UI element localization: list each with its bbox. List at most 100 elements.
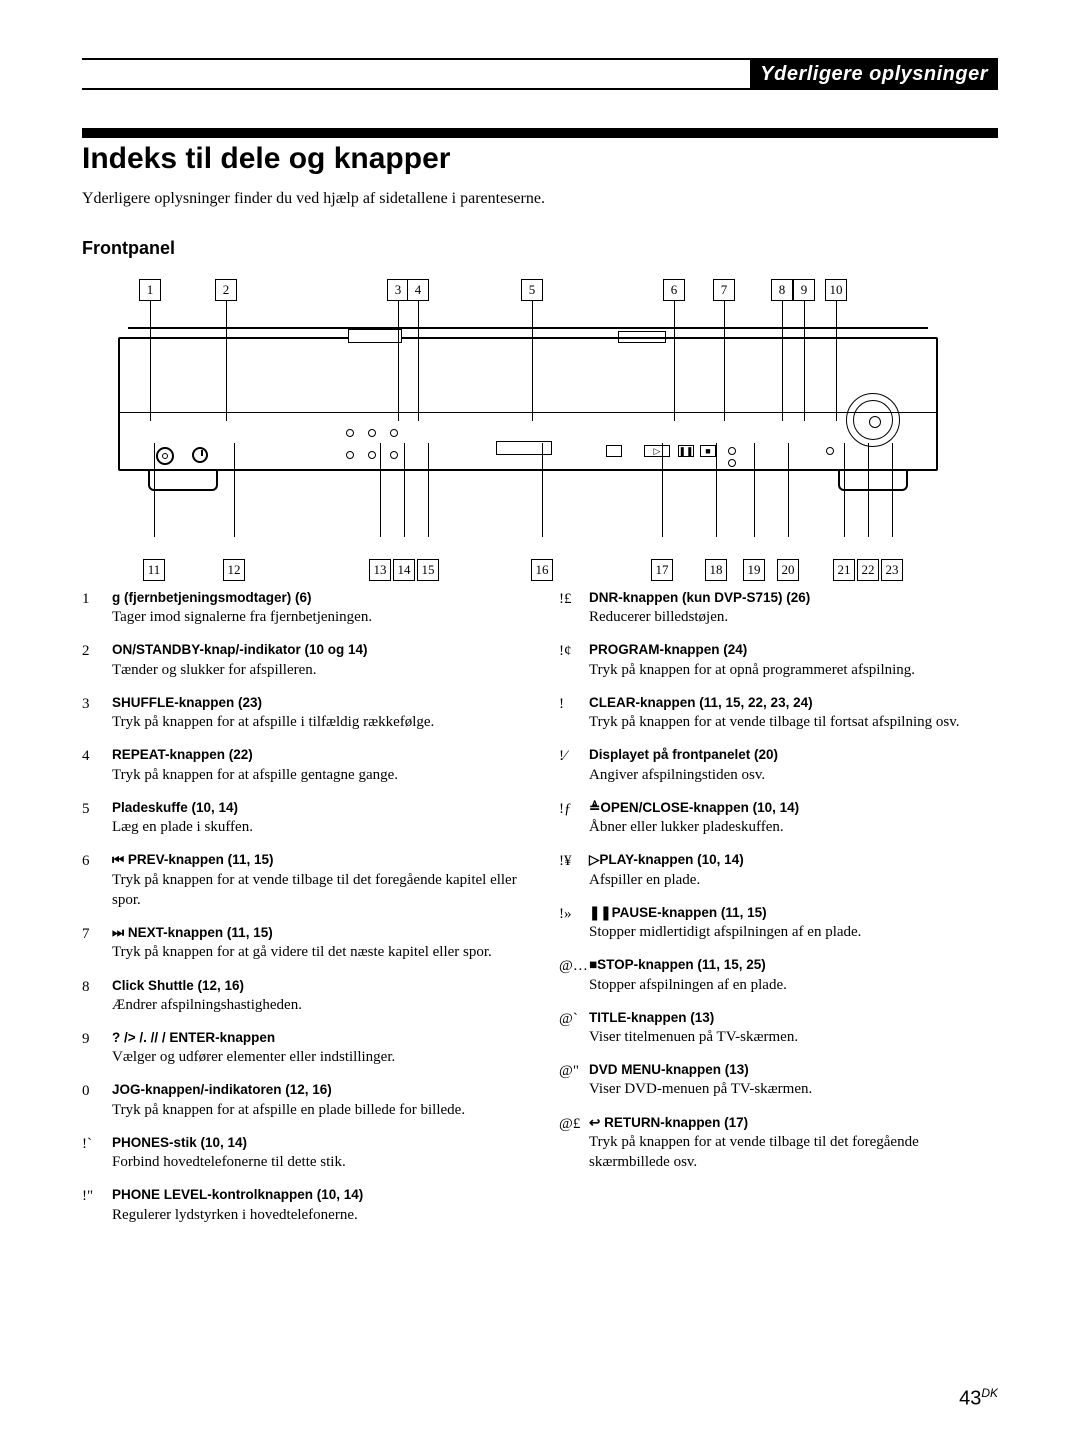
callout-line (154, 443, 155, 537)
callout-line (782, 301, 783, 421)
frontpanel-diagram: 12345678910 11121314151617181920212223 (118, 279, 938, 559)
item-description: Tryk på knappen for at vende tilbage til… (589, 712, 998, 732)
item-description: Regulerer lydstyrken i hovedtelefonerne. (112, 1205, 521, 1225)
parts-list-right: !£DNR-knappen (kun DVP-S715) (26)Reducer… (559, 589, 998, 1239)
dot-icon (368, 451, 376, 459)
item-number: 8 (82, 977, 112, 1015)
item-symbol-icon: ■ (589, 957, 597, 972)
item-description: Forbind hovedtelefonerne til dette stik. (112, 1152, 521, 1172)
item-label: ▷PLAY-knappen (10, 14) (589, 851, 998, 869)
callout-line (150, 301, 151, 421)
callout-line (226, 301, 227, 421)
item-number: !¥ (559, 851, 589, 889)
item-label: Click Shuttle (12, 16) (112, 977, 521, 995)
item-number: !£ (559, 589, 589, 627)
item-number: 9 (82, 1029, 112, 1067)
parts-list-item: !»❚❚PAUSE-knappen (11, 15)Stopper midler… (559, 904, 998, 942)
level-knob-icon (192, 447, 208, 463)
callout-line (674, 301, 675, 421)
item-number: @£ (559, 1114, 589, 1173)
dot-icon (728, 459, 736, 467)
item-description: Tryk på knappen for at afspille i tilfæl… (112, 712, 521, 732)
item-label: Displayet på frontpanelet (20) (589, 746, 998, 764)
item-description: Tryk på knappen for at afspille gentagne… (112, 765, 521, 785)
button-outline-icon (606, 445, 622, 457)
item-label: PROGRAM-knappen (24) (589, 641, 998, 659)
item-label: REPEAT-knappen (22) (112, 746, 521, 764)
item-number: 3 (82, 694, 112, 732)
disc-tray-icon (348, 329, 402, 343)
device-foot-icon (148, 471, 218, 491)
item-label: JOG-knappen/-indikatoren (12, 16) (112, 1081, 521, 1099)
callout-number: 7 (713, 279, 735, 301)
parts-list-left: 1g (fjernbetjeningsmodtager) (6)Tager im… (82, 589, 521, 1239)
item-label: PHONES-stik (10, 14) (112, 1134, 521, 1152)
callout-line (804, 301, 805, 421)
item-description: Reducerer billedstøjen. (589, 607, 998, 627)
parts-list-item: 6⏮ PREV-knappen (11, 15)Tryk på knappen … (82, 851, 521, 910)
callout-number: 9 (793, 279, 815, 301)
item-description: Tryk på knappen for at vende tilbage til… (112, 870, 521, 911)
parts-list-item: @…■STOP-knappen (11, 15, 25)Stopper afsp… (559, 956, 998, 994)
callout-number: 13 (369, 559, 391, 581)
callout-line (418, 301, 419, 421)
page-title: Indeks til dele og knapper (82, 142, 998, 176)
callout-number: 20 (777, 559, 799, 581)
parts-list-item: 7⏭ NEXT-knappen (11, 15)Tryk på knappen … (82, 924, 521, 962)
item-label: DVD MENU-knappen (13) (589, 1061, 998, 1079)
item-symbol-icon: g (112, 590, 120, 605)
parts-list-item: 3SHUFFLE-knappen (23)Tryk på knappen for… (82, 694, 521, 732)
item-number: @` (559, 1009, 589, 1047)
item-symbol-icon: ❚❚ (589, 905, 612, 920)
parts-list-item: 4REPEAT-knappen (22)Tryk på knappen for … (82, 746, 521, 784)
item-description: Tryk på knappen for at opnå programmeret… (589, 660, 998, 680)
dot-icon (826, 447, 834, 455)
item-label: ⏭ NEXT-knappen (11, 15) (112, 924, 521, 942)
item-symbol-icon: ? /> /. // / (112, 1030, 166, 1045)
dot-icon (390, 429, 398, 437)
callout-line (404, 443, 405, 537)
parts-list-item: 1g (fjernbetjeningsmodtager) (6)Tager im… (82, 589, 521, 627)
item-description: Viser DVD-menuen på TV-skærmen. (589, 1079, 998, 1099)
callout-number: 3 (387, 279, 409, 301)
callout-number: 11 (143, 559, 165, 581)
callout-number: 19 (743, 559, 765, 581)
item-number: !` (82, 1134, 112, 1172)
parts-list-item: !`PHONES-stik (10, 14)Forbind hovedtelef… (82, 1134, 521, 1172)
callout-line (542, 443, 543, 537)
item-number: !» (559, 904, 589, 942)
item-description: Stopper midlertidigt afspilningen af en … (589, 922, 998, 942)
item-number: @" (559, 1061, 589, 1099)
item-number: ! (559, 694, 589, 732)
item-number: !¢ (559, 641, 589, 679)
item-label: g (fjernbetjeningsmodtager) (6) (112, 589, 521, 607)
item-description: Tryk på knappen for at vende tilbage til… (589, 1132, 998, 1173)
device-foot-icon (838, 471, 908, 491)
item-symbol-icon: ⏭ (112, 925, 124, 940)
item-description: Viser titelmenuen på TV-skærmen. (589, 1027, 998, 1047)
parts-list-item: 9? /> /. // / ENTER-knappenVælger og udf… (82, 1029, 521, 1067)
callout-line (724, 301, 725, 421)
page-number: 43DK (959, 1386, 998, 1411)
item-label: ON/STANDBY-knap/-indikator (10 og 14) (112, 641, 521, 659)
play-button-icon: ▷ (644, 445, 670, 457)
subhead: Frontpanel (82, 238, 998, 259)
callout-number: 16 (531, 559, 553, 581)
title-bar (82, 128, 998, 138)
callout-number: 6 (663, 279, 685, 301)
parts-list-item: !CLEAR-knappen (11, 15, 22, 23, 24)Tryk … (559, 694, 998, 732)
callout-line (662, 443, 663, 537)
item-number: 2 (82, 641, 112, 679)
item-description: Tager imod signalerne fra fjernbetjening… (112, 607, 521, 627)
item-description: Åbner eller lukker pladeskuffen. (589, 817, 998, 837)
item-label: ⏮ PREV-knappen (11, 15) (112, 851, 521, 869)
callout-number: 18 (705, 559, 727, 581)
item-number: 5 (82, 799, 112, 837)
callout-line (234, 443, 235, 537)
callout-line (532, 301, 533, 421)
header-line-bottom (82, 88, 998, 90)
item-label: TITLE-knappen (13) (589, 1009, 998, 1027)
parts-list-item: @£↩ RETURN-knappen (17)Tryk på knappen f… (559, 1114, 998, 1173)
section-tab: Yderligere oplysninger (750, 60, 998, 88)
callout-number: 14 (393, 559, 415, 581)
